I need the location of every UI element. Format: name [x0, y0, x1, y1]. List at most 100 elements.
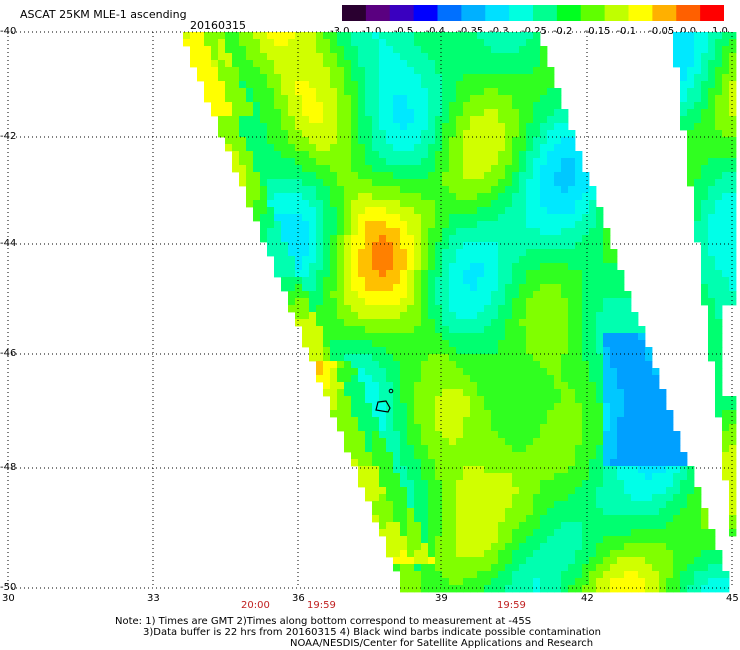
field-cell	[337, 424, 345, 432]
field-cell	[372, 123, 380, 131]
field-cell	[526, 200, 534, 208]
field-cell	[400, 123, 408, 131]
field-cell	[505, 522, 513, 530]
field-cell	[421, 319, 429, 327]
field-cell	[512, 564, 520, 572]
field-cell	[533, 95, 541, 103]
field-cell	[407, 417, 415, 425]
field-cell	[673, 515, 681, 523]
field-cell	[414, 263, 422, 271]
field-cell	[407, 39, 415, 47]
field-cell	[372, 277, 380, 285]
field-cell	[491, 95, 499, 103]
field-cell	[540, 109, 548, 117]
field-cell	[456, 214, 464, 222]
field-cell	[337, 396, 345, 404]
field-cell	[603, 452, 611, 460]
field-cell	[512, 410, 520, 418]
field-cell	[337, 81, 345, 89]
field-cell	[407, 74, 415, 82]
field-cell	[701, 256, 709, 264]
field-cell	[358, 277, 366, 285]
field-cell	[414, 305, 422, 313]
field-cell	[358, 445, 366, 453]
field-cell	[449, 256, 457, 264]
field-cell	[491, 109, 499, 117]
field-cell	[540, 424, 548, 432]
field-cell	[484, 452, 492, 460]
field-cell	[617, 277, 625, 285]
field-cell	[414, 74, 422, 82]
field-cell	[561, 375, 569, 383]
field-cell	[484, 319, 492, 327]
field-cell	[722, 32, 730, 40]
field-cell	[337, 200, 345, 208]
field-cell	[197, 60, 205, 68]
field-cell	[470, 39, 478, 47]
field-cell	[260, 88, 268, 96]
field-cell	[428, 487, 436, 495]
field-cell	[449, 375, 457, 383]
field-cell	[211, 95, 219, 103]
field-cell	[512, 312, 520, 320]
field-cell	[512, 389, 520, 397]
field-cell	[708, 242, 716, 250]
colorbar-swatch	[342, 5, 367, 21]
field-cell	[540, 501, 548, 509]
field-cell	[631, 361, 639, 369]
field-cell	[568, 550, 576, 558]
field-cell	[666, 424, 674, 432]
field-cell	[239, 81, 247, 89]
field-cell	[484, 473, 492, 481]
field-cell	[309, 326, 317, 334]
field-cell	[309, 235, 317, 243]
field-cell	[274, 256, 282, 264]
field-cell	[596, 564, 604, 572]
field-cell	[547, 473, 555, 481]
field-cell	[491, 130, 499, 138]
field-cell	[428, 186, 436, 194]
field-cell	[694, 116, 702, 124]
field-cell	[659, 529, 667, 537]
field-cell	[316, 228, 324, 236]
field-cell	[526, 53, 534, 61]
field-cell	[316, 221, 324, 229]
field-cell	[589, 515, 597, 523]
field-cell	[358, 319, 366, 327]
field-cell	[456, 235, 464, 243]
field-cell	[554, 536, 562, 544]
field-cell	[442, 550, 450, 558]
field-cell	[407, 158, 415, 166]
field-cell	[358, 424, 366, 432]
field-cell	[337, 403, 345, 411]
field-cell	[596, 305, 604, 313]
field-cell	[393, 39, 401, 47]
field-cell	[372, 368, 380, 376]
field-cell	[533, 228, 541, 236]
field-cell	[407, 235, 415, 243]
field-cell	[407, 375, 415, 383]
field-cell	[400, 81, 408, 89]
field-cell	[617, 445, 625, 453]
field-cell	[554, 571, 562, 579]
field-cell	[498, 228, 506, 236]
field-cell	[316, 319, 324, 327]
field-cell	[393, 410, 401, 418]
field-cell	[477, 158, 485, 166]
field-cell	[428, 382, 436, 390]
field-cell	[568, 368, 576, 376]
field-cell	[477, 144, 485, 152]
field-cell	[442, 326, 450, 334]
field-cell	[435, 529, 443, 537]
field-cell	[225, 67, 233, 75]
field-cell	[442, 228, 450, 236]
field-cell	[449, 557, 457, 565]
field-cell	[414, 396, 422, 404]
field-cell	[428, 263, 436, 271]
field-cell	[715, 67, 723, 75]
field-cell	[470, 354, 478, 362]
field-cell	[596, 445, 604, 453]
field-cell	[330, 396, 338, 404]
field-cell	[330, 207, 338, 215]
field-cell	[477, 403, 485, 411]
